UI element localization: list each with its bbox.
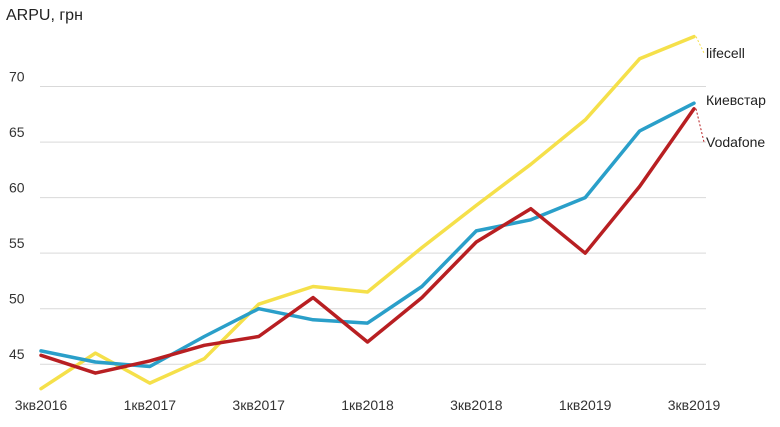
y-tick-label: 45 <box>9 346 25 362</box>
y-tick-labels: 45 50 55 60 65 70 <box>9 69 25 363</box>
gridlines <box>40 86 706 365</box>
series-end-labels: lifecell Киевстар Vodafone <box>695 36 766 150</box>
y-tick-label: 60 <box>9 180 25 196</box>
x-tick-label: 1кв2017 <box>124 397 177 413</box>
x-tick-labels: 3кв2016 1кв2017 3кв2017 1кв2018 3кв2018 1кв20… <box>15 397 721 413</box>
x-tick-label: 3кв2017 <box>232 397 285 413</box>
series-label-Киевстар: Киевстар <box>706 92 766 108</box>
x-tick-label: 3кв2018 <box>450 397 503 413</box>
x-tick-label: 3кв2019 <box>668 397 721 413</box>
leader-line-lifecell <box>695 36 705 54</box>
y-tick-label: 65 <box>9 124 25 140</box>
y-tick-label: 70 <box>9 69 25 85</box>
series-line-Киевстар <box>39 101 696 369</box>
x-tick-label: 1кв2019 <box>559 397 612 413</box>
series-label-Vodafone: Vodafone <box>706 134 765 150</box>
y-tick-label: 55 <box>9 235 25 251</box>
y-axis-label: ARPU, грн <box>6 7 83 24</box>
series-line-Vodafone <box>39 107 696 375</box>
y-tick-label: 50 <box>9 291 25 307</box>
series-lines <box>39 34 696 391</box>
series-line-lifecell <box>39 34 696 391</box>
x-tick-label: 1кв2018 <box>341 397 394 413</box>
leader-line-Vodafone <box>695 108 705 143</box>
x-tick-label: 3кв2016 <box>15 397 68 413</box>
series-label-lifecell: lifecell <box>706 45 745 61</box>
